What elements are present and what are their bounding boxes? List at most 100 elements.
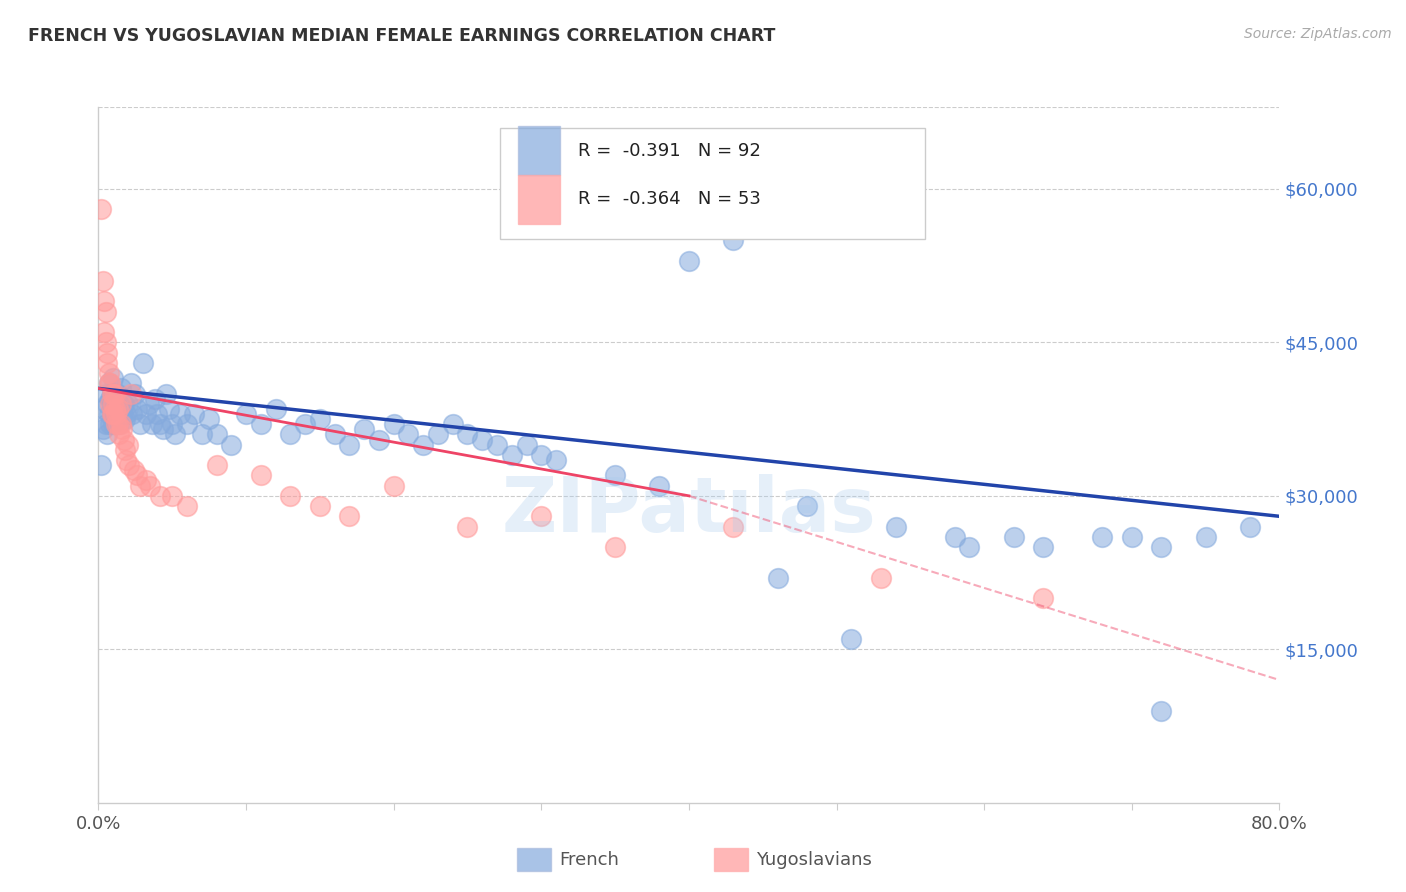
Point	[1002, 530, 1025, 544]
Point	[456, 427, 478, 442]
Point	[278, 427, 302, 442]
Point	[104, 401, 127, 416]
Text: R =  -0.391   N = 92: R = -0.391 N = 92	[578, 142, 761, 160]
Point	[97, 366, 120, 380]
Point	[110, 417, 132, 432]
Point	[98, 392, 121, 406]
Point	[97, 407, 120, 421]
Point	[943, 530, 966, 544]
FancyBboxPatch shape	[517, 126, 560, 175]
Point	[90, 202, 112, 217]
Point	[105, 397, 128, 411]
Point	[382, 417, 405, 432]
Point	[98, 417, 121, 432]
Point	[165, 427, 187, 442]
Point	[110, 397, 132, 411]
Point	[766, 571, 789, 585]
Point	[105, 417, 128, 432]
Point	[107, 417, 129, 432]
Point	[250, 417, 273, 432]
Point	[104, 401, 127, 416]
Point	[96, 427, 118, 442]
Point	[100, 386, 122, 401]
Point	[103, 397, 125, 411]
Text: French: French	[560, 851, 620, 869]
Point	[111, 422, 134, 436]
Point	[114, 412, 136, 426]
Point	[112, 397, 135, 411]
Point	[309, 499, 332, 513]
Point	[117, 438, 139, 452]
Point	[441, 417, 464, 432]
Point	[105, 407, 128, 421]
Point	[1150, 540, 1173, 554]
Point	[471, 433, 494, 447]
Point	[176, 417, 198, 432]
Point	[128, 417, 150, 432]
Point	[96, 356, 118, 370]
Point	[104, 386, 127, 401]
FancyBboxPatch shape	[517, 175, 560, 224]
Point	[96, 345, 118, 359]
Point	[205, 427, 228, 442]
Point	[486, 438, 509, 452]
Point	[120, 386, 142, 401]
Point	[112, 433, 135, 447]
Point	[1032, 591, 1054, 606]
Point	[143, 392, 166, 406]
Point	[149, 489, 172, 503]
Point	[278, 489, 302, 503]
Point	[108, 427, 131, 442]
Point	[841, 632, 863, 646]
Point	[115, 453, 138, 467]
Point	[91, 422, 114, 436]
Point	[869, 571, 891, 585]
Point	[114, 442, 136, 457]
Point	[107, 401, 129, 416]
Point	[124, 386, 146, 401]
Point	[427, 427, 450, 442]
Point	[884, 519, 907, 533]
Point	[104, 386, 127, 401]
Point	[1091, 530, 1114, 544]
Point	[93, 294, 115, 309]
Point	[1032, 540, 1054, 554]
Point	[264, 401, 287, 416]
Point	[382, 478, 405, 492]
Point	[339, 509, 360, 524]
Point	[103, 386, 125, 401]
Point	[111, 407, 134, 421]
Point	[149, 417, 172, 432]
Point	[959, 540, 981, 554]
Point	[120, 376, 142, 391]
Point	[141, 417, 163, 432]
Point	[125, 468, 148, 483]
Point	[162, 489, 183, 503]
Point	[323, 427, 346, 442]
Point	[339, 438, 360, 452]
Point	[94, 304, 117, 318]
Point	[139, 478, 162, 492]
Point	[456, 519, 478, 533]
Point	[94, 417, 117, 432]
Point	[146, 407, 169, 421]
Point	[135, 474, 157, 488]
Point	[412, 438, 434, 452]
Point	[107, 386, 129, 401]
Point	[396, 427, 419, 442]
Point	[115, 407, 138, 421]
Point	[107, 407, 129, 421]
Point	[138, 397, 160, 411]
Point	[100, 407, 122, 421]
Point	[235, 407, 257, 421]
Point	[128, 478, 150, 492]
Point	[219, 438, 242, 452]
Point	[205, 458, 228, 472]
Point	[100, 407, 122, 421]
Point	[94, 386, 117, 401]
Point	[97, 376, 120, 391]
Point	[110, 381, 132, 395]
Point	[294, 417, 316, 432]
Point	[93, 325, 115, 339]
Point	[152, 422, 174, 436]
